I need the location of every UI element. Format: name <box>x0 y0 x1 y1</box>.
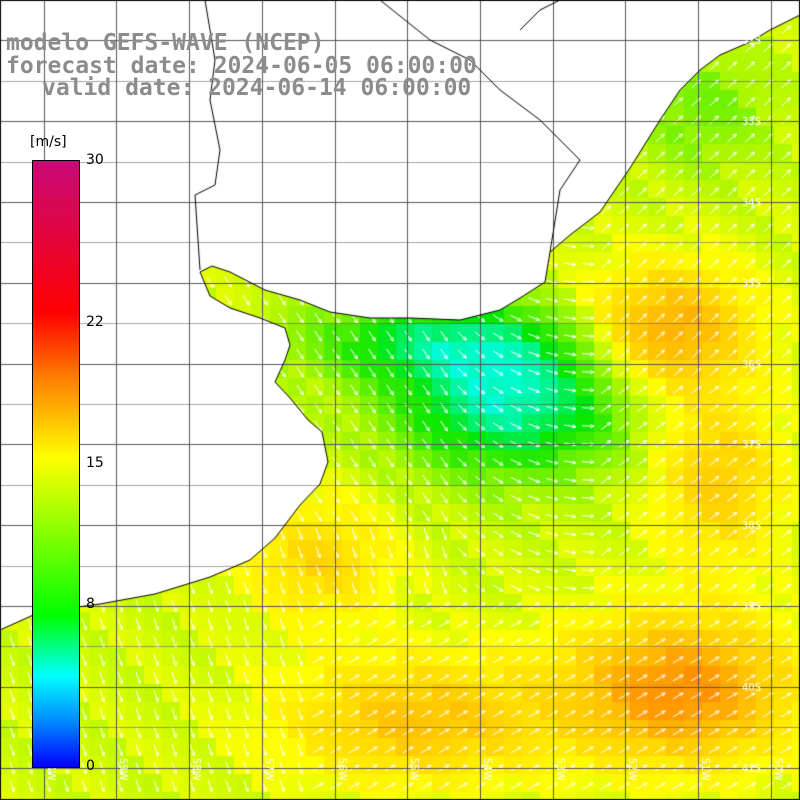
colorbar-tick-15: 15 <box>86 455 104 471</box>
colorbar-tick-22: 22 <box>86 313 104 330</box>
colorbar-tick-8: 8 <box>86 596 95 613</box>
valid-date: valid date: 2024-06-14 06:00:00 <box>42 75 472 101</box>
colorbar-tick-0: 0 <box>86 758 95 774</box>
colorbar-unit: [m/s] <box>30 134 67 150</box>
colorbar <box>32 160 80 768</box>
colorbar-tick-30: 30 <box>86 152 104 168</box>
forecast-date: forecast date: 2024-06-05 06:00:00 <box>6 53 477 79</box>
model-title: modelo GEFS-WAVE (NCEP) <box>6 30 325 56</box>
